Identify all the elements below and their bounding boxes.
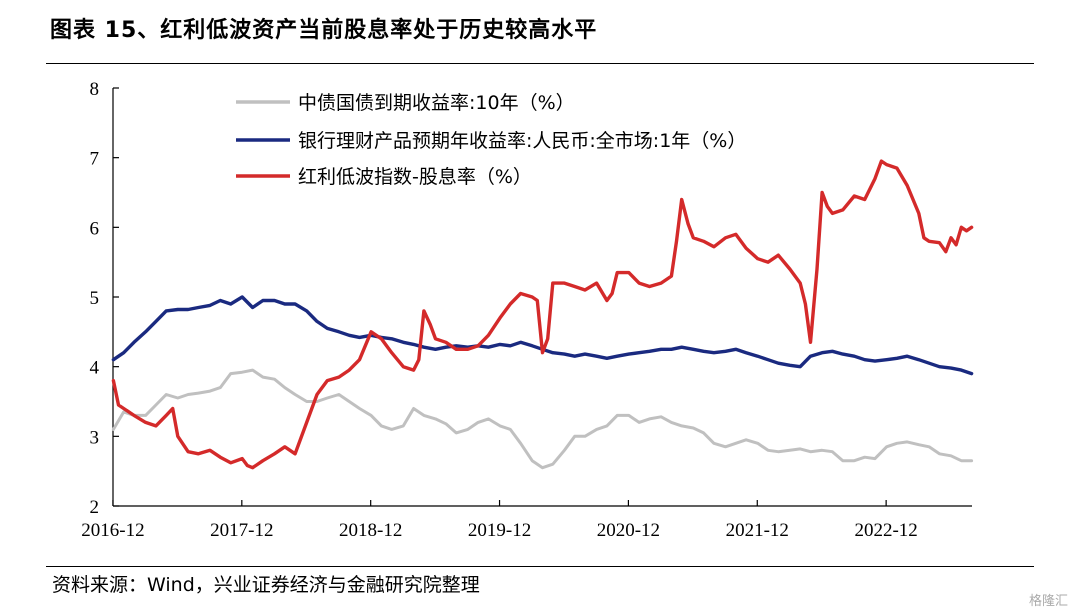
y-tick-label: 3	[90, 427, 100, 448]
y-tick-label: 5	[90, 288, 100, 309]
series-line-3	[111, 159, 974, 470]
legend-label: 红利低波指数-股息率（%）	[298, 166, 532, 188]
legend: 中债国债到期收益率:10年（%） 银行理财产品预期年收益率:人民币:全市场:1年（…	[236, 92, 746, 188]
series-lines	[111, 159, 974, 470]
title-rule	[46, 63, 1034, 64]
x-tick-label: 2021-12	[726, 520, 789, 541]
x-tick-label: 2022-12	[854, 520, 917, 541]
y-tick-label: 2	[90, 497, 100, 518]
y-axis-ticks: 2 3 4 5 6 7 8	[90, 79, 119, 518]
x-tick-label: 2017-12	[210, 520, 273, 541]
series-line-2	[111, 295, 974, 376]
source-note: 资料来源：Wind，兴业证券经济与金融研究院整理	[52, 574, 480, 596]
watermark-logo: 格隆汇	[1028, 594, 1068, 609]
y-tick-label: 7	[90, 149, 100, 170]
source-rule	[46, 566, 1034, 567]
y-tick-label: 6	[90, 218, 100, 239]
legend-label: 中债国债到期收益率:10年（%）	[298, 92, 575, 114]
legend-label: 银行理财产品预期年收益率:人民币:全市场:1年（%）	[298, 130, 746, 152]
x-axis-ticks: 2016-12 2017-12 2018-12 2019-12 2020-12 2021-…	[81, 500, 918, 541]
x-tick-label: 2019-12	[468, 520, 531, 541]
y-tick-label: 4	[90, 358, 100, 379]
x-tick-label: 2018-12	[339, 520, 402, 541]
series-line-1	[111, 368, 974, 470]
x-tick-label: 2020-12	[597, 520, 660, 541]
y-tick-label: 8	[90, 79, 100, 100]
figure-title: 图表 15、红利低波资产当前股息率处于历史较高水平	[50, 18, 598, 43]
x-tick-label: 2016-12	[81, 520, 144, 541]
